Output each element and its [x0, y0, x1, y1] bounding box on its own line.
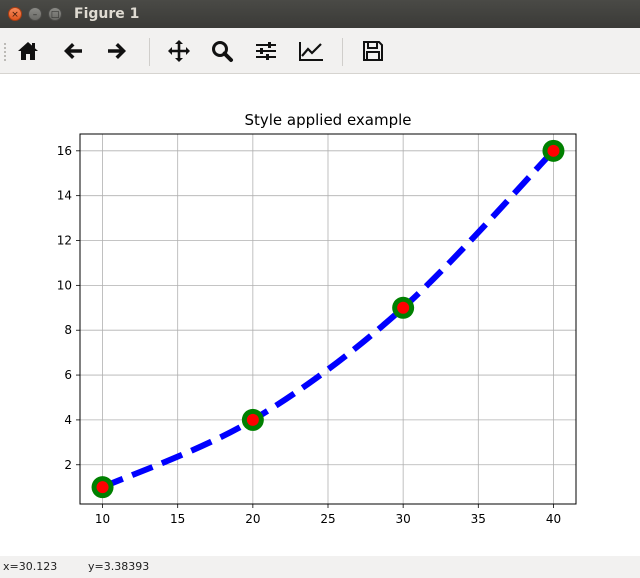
toolbar-grip[interactable]	[3, 42, 7, 62]
home-button[interactable]	[12, 35, 44, 67]
floppy-disk-icon	[363, 41, 383, 61]
y-tick-label: 4	[64, 413, 72, 427]
x-tick-label: 25	[320, 512, 335, 526]
status-bar: x=30.123 y=3.38393	[0, 556, 640, 578]
edit-axis-button[interactable]	[294, 35, 326, 67]
grid-lines	[80, 134, 576, 504]
forward-button[interactable]	[101, 35, 133, 67]
series-line	[101, 148, 556, 490]
home-icon	[18, 42, 38, 60]
x-tick-label: 30	[396, 512, 411, 526]
arrow-left-icon	[64, 43, 82, 59]
x-tick-label: 20	[245, 512, 260, 526]
x-tick-label: 15	[170, 512, 185, 526]
y-coordinate-readout: y=3.38393	[88, 560, 150, 573]
data-point-marker-center	[397, 301, 410, 314]
axis-ticks: 10 15 20 25 30 35 40 2 4 6 8 10 12 14 16	[57, 144, 561, 526]
arrow-right-icon	[108, 43, 126, 59]
y-tick-label: 16	[57, 144, 72, 158]
data-point-marker-center	[547, 144, 560, 157]
y-tick-label: 12	[57, 234, 72, 248]
back-button[interactable]	[57, 35, 89, 67]
data-point-marker-center	[96, 481, 109, 494]
navigation-toolbar	[0, 28, 640, 74]
configure-subplots-button[interactable]	[250, 35, 282, 67]
y-tick-label: 2	[64, 458, 72, 472]
window-title: Figure 1	[74, 6, 140, 22]
sliders-icon	[256, 42, 276, 60]
line-chart-icon	[299, 42, 323, 61]
minimize-window-button[interactable]: –	[28, 7, 42, 21]
zoom-button[interactable]	[206, 35, 238, 67]
chart-title: Style applied example	[244, 111, 411, 129]
x-coordinate-readout: x=30.123	[3, 560, 58, 573]
x-tick-label: 35	[471, 512, 486, 526]
data-series	[91, 139, 565, 499]
window-titlebar: × – □ Figure 1	[0, 0, 640, 28]
figure-canvas[interactable]: Style applied example 10 15 20 25 30 35 40 2 4 6 8…	[0, 74, 640, 556]
maximize-window-button[interactable]: □	[48, 7, 62, 21]
close-window-button[interactable]: ×	[8, 7, 22, 21]
toolbar-separator	[342, 38, 343, 66]
x-tick-label: 40	[546, 512, 561, 526]
y-tick-label: 14	[57, 189, 72, 203]
pan-button[interactable]	[163, 35, 195, 67]
y-tick-label: 8	[64, 323, 72, 337]
y-tick-label: 6	[64, 368, 72, 382]
y-tick-label: 10	[57, 278, 72, 292]
data-point-marker-center	[246, 413, 259, 426]
save-button[interactable]	[357, 35, 389, 67]
move-icon	[168, 40, 190, 62]
toolbar-separator	[149, 38, 150, 66]
magnifier-icon	[212, 41, 233, 62]
axes-frame	[79, 133, 577, 505]
x-tick-label: 10	[95, 512, 110, 526]
